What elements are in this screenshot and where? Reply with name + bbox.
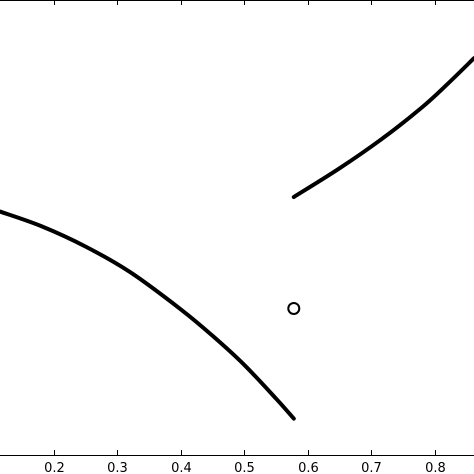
x-tick-label: 0.4 bbox=[171, 461, 192, 474]
marker-group bbox=[287, 301, 301, 315]
x-tick-label: 0.8 bbox=[425, 461, 446, 474]
series-line-2 bbox=[291, 56, 474, 200]
x-axis-ticks bbox=[54, 0, 436, 455]
x-tick-label: 0.3 bbox=[107, 461, 128, 474]
x-tick-label: 0.6 bbox=[298, 461, 319, 474]
series-line-1 bbox=[0, 209, 296, 421]
x-tick-label: 0.7 bbox=[361, 461, 382, 474]
x-tick-label: 0.5 bbox=[234, 461, 255, 474]
series-group bbox=[0, 56, 474, 421]
open-circle-marker bbox=[287, 301, 301, 315]
x-axis-tick-labels: 0.2 0.3 0.4 0.5 0.6 0.7 0.8 bbox=[44, 461, 446, 474]
x-tick-label: 0.2 bbox=[44, 461, 65, 474]
plot-frame bbox=[0, 0, 474, 456]
